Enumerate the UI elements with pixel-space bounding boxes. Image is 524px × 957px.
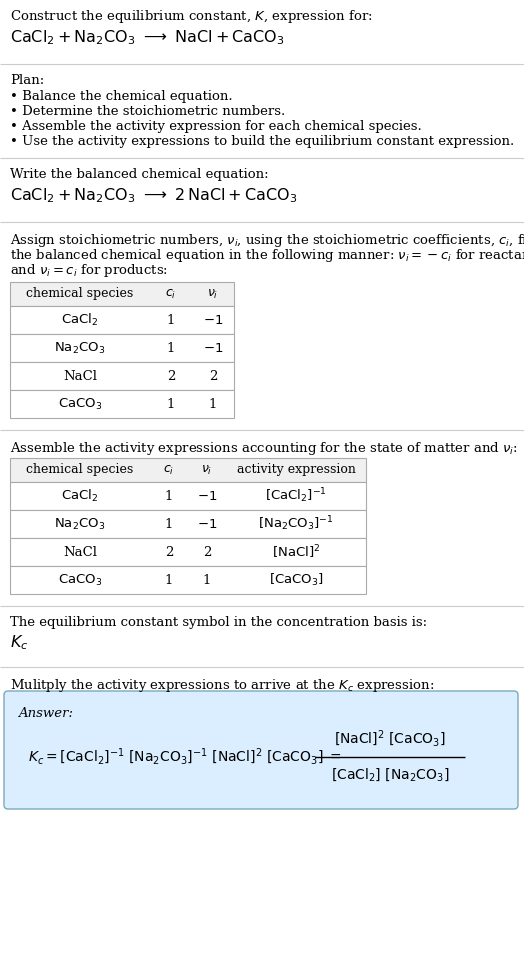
Text: $\nu_i$: $\nu_i$	[201, 463, 213, 477]
Text: 2: 2	[167, 369, 175, 383]
Text: $-1$: $-1$	[203, 342, 223, 354]
Text: $-1$: $-1$	[197, 489, 217, 502]
Text: 2: 2	[203, 545, 211, 559]
Text: $[\mathrm{CaCl_2}]^{-1}$: $[\mathrm{CaCl_2}]^{-1}$	[265, 487, 327, 505]
Text: 2: 2	[209, 369, 217, 383]
Bar	[10, 390, 234, 418]
Text: NaCl: NaCl	[63, 545, 97, 559]
Text: 1: 1	[209, 397, 217, 411]
Text: Assign stoichiometric numbers, $\nu_i$, using the stoichiometric coefficients, $: Assign stoichiometric numbers, $\nu_i$, …	[10, 232, 524, 249]
Text: activity expression: activity expression	[236, 463, 355, 477]
Text: 1: 1	[203, 573, 211, 587]
Text: 1: 1	[165, 573, 173, 587]
Text: $\mathrm{CaCl_2 + Na_2CO_3\ \longrightarrow\ 2\,NaCl + CaCO_3}$: $\mathrm{CaCl_2 + Na_2CO_3\ \longrightar…	[10, 186, 297, 205]
Text: $-1$: $-1$	[197, 518, 217, 530]
Text: The equilibrium constant symbol in the concentration basis is:: The equilibrium constant symbol in the c…	[10, 616, 427, 629]
Text: $\mathrm{Na_2CO_3}$: $\mathrm{Na_2CO_3}$	[54, 341, 106, 356]
Bar	[10, 510, 366, 538]
Text: Construct the equilibrium constant, $K$, expression for:: Construct the equilibrium constant, $K$,…	[10, 8, 373, 25]
Text: Mulitply the activity expressions to arrive at the $K_c$ expression:: Mulitply the activity expressions to arr…	[10, 677, 434, 694]
Bar	[10, 282, 234, 306]
Text: $K_c$: $K_c$	[10, 633, 28, 652]
Text: $[\mathrm{NaCl}]^{2}\ [\mathrm{CaCO_3}]$: $[\mathrm{NaCl}]^{2}\ [\mathrm{CaCO_3}]$	[334, 729, 446, 749]
Text: $\mathrm{CaCl_2 + Na_2CO_3\ \longrightarrow\ NaCl + CaCO_3}$: $\mathrm{CaCl_2 + Na_2CO_3\ \longrightar…	[10, 28, 285, 47]
Text: 1: 1	[165, 489, 173, 502]
Text: • Assemble the activity expression for each chemical species.: • Assemble the activity expression for e…	[10, 120, 422, 133]
Text: Write the balanced chemical equation:: Write the balanced chemical equation:	[10, 168, 269, 181]
Text: $[\mathrm{CaCO_3}]$: $[\mathrm{CaCO_3}]$	[269, 572, 323, 588]
Text: chemical species: chemical species	[26, 463, 134, 477]
Bar	[10, 306, 234, 334]
Text: the balanced chemical equation in the following manner: $\nu_i = -c_i$ for react: the balanced chemical equation in the fo…	[10, 247, 524, 264]
Text: 1: 1	[165, 518, 173, 530]
Bar	[10, 538, 366, 566]
Text: and $\nu_i = c_i$ for products:: and $\nu_i = c_i$ for products:	[10, 262, 168, 279]
Text: chemical species: chemical species	[26, 287, 134, 300]
Text: $\mathrm{CaCl_2}$: $\mathrm{CaCl_2}$	[61, 488, 99, 504]
Text: $-1$: $-1$	[203, 314, 223, 326]
Text: $[\mathrm{NaCl}]^{2}$: $[\mathrm{NaCl}]^{2}$	[272, 544, 320, 561]
Text: $\mathrm{CaCl_2}$: $\mathrm{CaCl_2}$	[61, 312, 99, 328]
Text: $\nu_i$: $\nu_i$	[208, 287, 219, 300]
Bar	[10, 458, 366, 482]
Bar	[10, 334, 234, 362]
Text: $\mathrm{CaCO_3}$: $\mathrm{CaCO_3}$	[58, 396, 102, 412]
Text: • Balance the chemical equation.: • Balance the chemical equation.	[10, 90, 233, 103]
Text: $c_i$: $c_i$	[163, 463, 174, 477]
Bar	[10, 566, 366, 594]
FancyBboxPatch shape	[4, 691, 518, 809]
Text: Assemble the activity expressions accounting for the state of matter and $\nu_i$: Assemble the activity expressions accoun…	[10, 440, 518, 457]
Text: $c_i$: $c_i$	[166, 287, 177, 300]
Text: • Use the activity expressions to build the equilibrium constant expression.: • Use the activity expressions to build …	[10, 135, 514, 148]
Text: • Determine the stoichiometric numbers.: • Determine the stoichiometric numbers.	[10, 105, 285, 118]
Text: $[\mathrm{CaCl_2}]\ [\mathrm{Na_2CO_3}]$: $[\mathrm{CaCl_2}]\ [\mathrm{Na_2CO_3}]$	[331, 767, 449, 784]
Text: $K_c = [\mathrm{CaCl_2}]^{-1}\ [\mathrm{Na_2CO_3}]^{-1}\ [\mathrm{NaCl}]^{2}\ [\: $K_c = [\mathrm{CaCl_2}]^{-1}\ [\mathrm{…	[28, 746, 342, 768]
Text: Answer:: Answer:	[18, 707, 73, 720]
Text: Plan:: Plan:	[10, 74, 44, 87]
Text: $\mathrm{Na_2CO_3}$: $\mathrm{Na_2CO_3}$	[54, 517, 106, 531]
Text: 1: 1	[167, 314, 175, 326]
Text: NaCl: NaCl	[63, 369, 97, 383]
Text: 1: 1	[167, 397, 175, 411]
Text: 2: 2	[165, 545, 173, 559]
Bar	[10, 482, 366, 510]
Text: $\mathrm{CaCO_3}$: $\mathrm{CaCO_3}$	[58, 572, 102, 588]
Text: 1: 1	[167, 342, 175, 354]
Bar	[10, 362, 234, 390]
Text: $[\mathrm{Na_2CO_3}]^{-1}$: $[\mathrm{Na_2CO_3}]^{-1}$	[258, 515, 334, 533]
